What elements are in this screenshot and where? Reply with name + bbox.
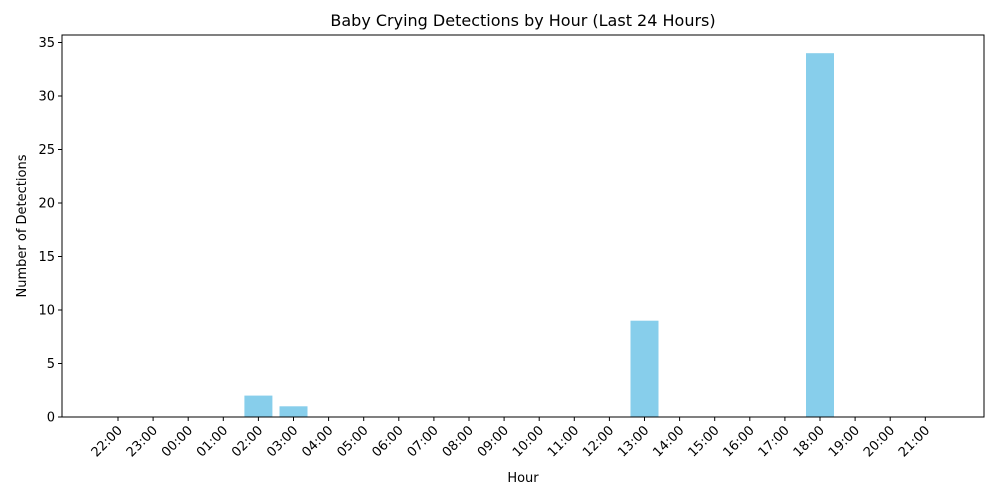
bars-group <box>244 53 834 417</box>
x-tick-label: 23:00 <box>124 423 161 460</box>
y-tick-label: 25 <box>38 143 55 158</box>
x-tick-label: 21:00 <box>896 423 933 460</box>
x-tick-label: 04:00 <box>299 423 336 460</box>
x-tick-label: 08:00 <box>440 423 477 460</box>
x-tick-label: 22:00 <box>89 423 126 460</box>
y-axis-label: Number of Detections <box>15 154 30 297</box>
x-tick-label: 06:00 <box>370 423 407 460</box>
x-tick-label: 03:00 <box>264 423 301 460</box>
y-tick-label: 15 <box>38 250 55 265</box>
x-tick-label: 18:00 <box>791 423 828 460</box>
y-tick-label: 10 <box>38 303 55 318</box>
x-axis-ticks: 22:0023:0000:0001:0002:0003:0004:0005:00… <box>89 417 933 460</box>
y-tick-label: 35 <box>38 36 55 51</box>
y-tick-label: 30 <box>38 89 55 104</box>
y-axis-ticks: 0 5 10 15 20 25 30 35 <box>38 36 62 426</box>
chart-title: Baby Crying Detections by Hour (Last 24 … <box>330 11 715 30</box>
bar-0200 <box>244 395 273 417</box>
x-tick-label: 19:00 <box>826 423 863 460</box>
x-tick-label: 09:00 <box>475 423 512 460</box>
x-tick-label: 13:00 <box>615 423 652 460</box>
bar-1300 <box>630 320 659 417</box>
x-tick-label: 16:00 <box>721 423 758 460</box>
x-tick-label: 15:00 <box>685 423 722 460</box>
x-tick-label: 20:00 <box>861 423 898 460</box>
y-tick-label: 5 <box>47 357 55 372</box>
x-axis-label: Hour <box>507 471 539 486</box>
plot-frame <box>61 34 985 418</box>
x-tick-label: 14:00 <box>650 423 687 460</box>
y-tick-label: 0 <box>47 411 55 426</box>
x-tick-label: 01:00 <box>194 423 231 460</box>
x-tick-label: 10:00 <box>510 423 547 460</box>
bar-1800 <box>806 53 834 417</box>
x-tick-label: 02:00 <box>229 423 266 460</box>
x-tick-label: 11:00 <box>545 423 582 460</box>
bar-0300 <box>279 406 308 417</box>
x-tick-label: 12:00 <box>580 423 617 460</box>
x-tick-label: 00:00 <box>159 423 196 460</box>
x-tick-label: 07:00 <box>405 423 442 460</box>
x-tick-label: 05:00 <box>334 423 371 460</box>
y-tick-label: 20 <box>38 196 55 211</box>
x-tick-label: 17:00 <box>756 423 793 460</box>
